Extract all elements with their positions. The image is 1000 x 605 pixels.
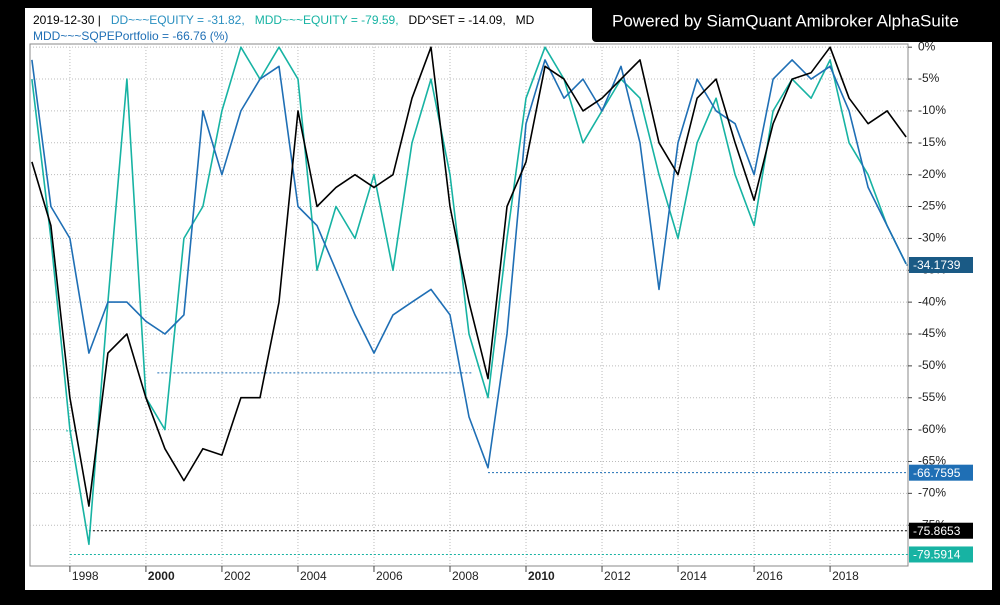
value-label: -66.7595	[913, 466, 961, 480]
value-label-box	[909, 464, 973, 481]
legend-entry: MDD~~~EQUITY = -79.59,	[255, 13, 399, 27]
legend-entry: 2019-12-30 |	[33, 13, 101, 27]
y-tick-label: -70%	[918, 486, 946, 500]
y-tick-label: 0%	[918, 39, 936, 53]
value-label: -79.5914	[913, 548, 961, 562]
x-tick-label: 2000	[148, 569, 175, 583]
value-label-box	[909, 546, 973, 563]
header-line: 2019-12-30 | DD~~~EQUITY = -31.82, MDD~~~E…	[33, 13, 535, 27]
watermark: Powered by SiamQuant Amibroker AlphaSuit…	[612, 11, 959, 30]
y-tick-label: -40%	[918, 294, 946, 308]
y-tick-label: -15%	[918, 135, 946, 149]
series-line	[31, 46, 907, 507]
legend-entry: DD^SET = -14.09,	[409, 13, 506, 27]
y-tick-label: -45%	[918, 326, 946, 340]
series-line	[31, 59, 907, 469]
x-tick-label: 2016	[756, 569, 783, 583]
y-tick-label: -50%	[918, 358, 946, 372]
value-label-box	[909, 256, 973, 273]
x-tick-label: 2014	[680, 569, 707, 583]
y-tick-label: -60%	[918, 422, 946, 436]
y-tick-label: -20%	[918, 167, 946, 181]
x-tick-label: 2002	[224, 569, 251, 583]
legend-entry: MDD~~~SQPEPortfolio = -66.76 (%)	[33, 29, 228, 43]
legend-entry: DD~~~EQUITY = -31.82,	[111, 13, 245, 27]
y-tick-label: -10%	[918, 103, 946, 117]
y-tick-label: -55%	[918, 390, 946, 404]
x-tick-label: 2018	[832, 569, 859, 583]
x-tick-label: 2008	[452, 569, 479, 583]
watermark-box	[592, 0, 1000, 42]
series-line	[31, 46, 907, 546]
y-tick-label: -25%	[918, 199, 946, 213]
x-tick-label: 2004	[300, 569, 327, 583]
value-label-box	[909, 522, 973, 539]
header-line: MDD~~~SQPEPortfolio = -66.76 (%)	[33, 29, 228, 43]
y-tick-label: -5%	[918, 71, 940, 85]
legend-entry: MD	[516, 13, 535, 27]
value-label: -34.1739	[913, 258, 961, 272]
y-tick-label: -65%	[918, 454, 946, 468]
x-tick-label: 1998	[72, 569, 99, 583]
y-tick-label: -30%	[918, 231, 946, 245]
x-tick-label: 2010	[528, 569, 555, 583]
x-tick-label: 2012	[604, 569, 631, 583]
plot-area	[29, 43, 909, 567]
x-tick-label: 2006	[376, 569, 403, 583]
value-label: -75.8653	[913, 524, 961, 538]
panel	[25, 8, 992, 590]
